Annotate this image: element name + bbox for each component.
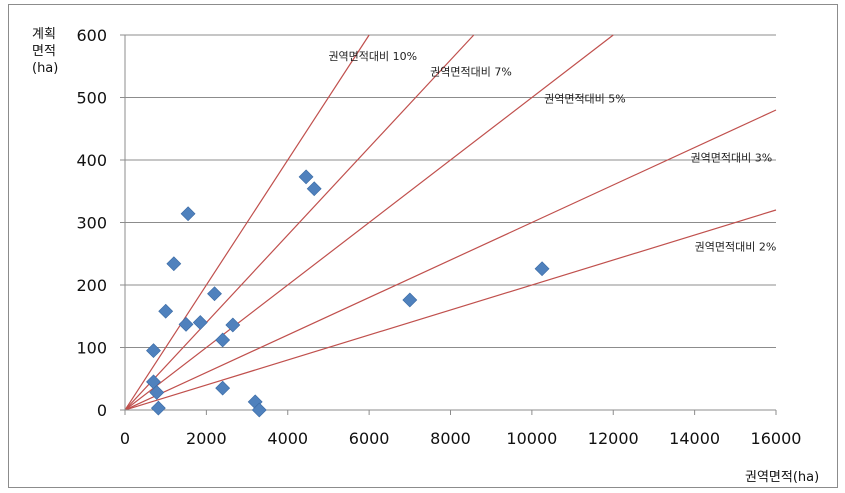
x-tick-label: 0 [120, 429, 130, 448]
reference-line [124, 209, 777, 411]
data-point [225, 317, 241, 333]
data-point [215, 332, 231, 348]
data-point [215, 380, 231, 396]
data-point [146, 343, 161, 359]
line-labels: 권역면적대비 10% 권역면적대비 7% 권역면적대비 5% 권역면적대비 3% 권역면… [328, 50, 776, 254]
x-tick-label: 12000 [588, 429, 639, 448]
y-tick-label: 0 [97, 401, 107, 420]
data-point [180, 206, 196, 222]
x-tick-label: 8000 [430, 429, 471, 448]
x-axis-label: 권역면적(ha) [745, 470, 819, 485]
data-point [158, 303, 174, 319]
y-tick-label: 300 [76, 214, 107, 233]
x-tick-label: 2000 [186, 429, 227, 448]
data-points [146, 169, 550, 418]
data-point [251, 402, 267, 418]
chart-frame [8, 4, 838, 488]
reference-line-label: 권역면적대비 7% [430, 66, 512, 79]
data-point [149, 385, 165, 400]
data-point [534, 261, 550, 277]
reference-line [124, 34, 475, 411]
y-axis-label-line-3: (ha) [32, 61, 58, 76]
x-tick-label: 10000 [506, 429, 557, 448]
data-point [207, 286, 222, 302]
y-tick-label: 600 [76, 26, 107, 45]
data-point [150, 400, 166, 416]
data-point [402, 292, 418, 308]
reference-line-label: 권역면적대비 5% [544, 93, 626, 106]
x-tick-label: 16000 [751, 429, 802, 448]
data-point [178, 316, 194, 332]
data-point [298, 169, 314, 185]
grid-lines [125, 34, 776, 348]
y-tick-label: 500 [76, 89, 107, 108]
x-tick-label: 4000 [267, 429, 308, 448]
y-tick-label: 100 [76, 339, 107, 358]
reference-line [124, 109, 777, 411]
x-tick-label: 14000 [669, 429, 720, 448]
reference-line-label: 권역면적대비 2% [695, 241, 777, 254]
x-tick-label: 6000 [349, 429, 390, 448]
y-tick-label: 200 [76, 276, 107, 295]
data-point [166, 256, 182, 272]
y-axis-label-line-1: 계획 [32, 27, 56, 42]
reference-line-label: 권역면적대비 10% [328, 50, 417, 63]
reference-line [124, 34, 370, 411]
reference-lines [124, 34, 777, 411]
reference-line [124, 34, 614, 411]
reference-line-label: 권역면적대비 3% [691, 151, 773, 164]
y-tick-label: 400 [76, 151, 107, 170]
data-point [192, 315, 208, 330]
data-point [306, 181, 322, 197]
y-axis-label-line-2: 면적 [32, 44, 56, 59]
